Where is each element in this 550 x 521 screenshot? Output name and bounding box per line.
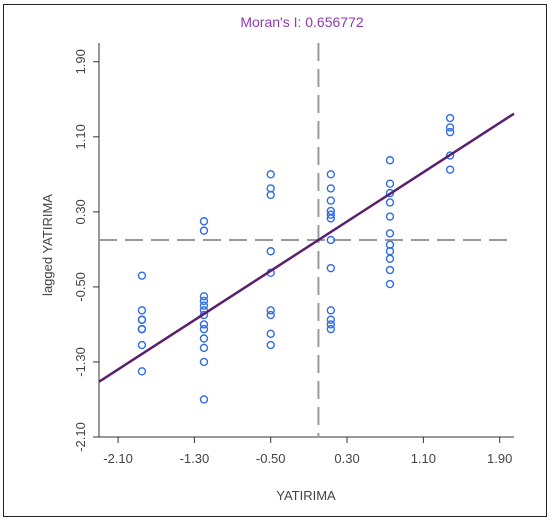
y-tick-label: 1.10: [73, 124, 88, 149]
x-axis-label: YATIRIMA: [276, 488, 336, 503]
data-point: [137, 367, 147, 376]
regression-line-group: [98, 112, 515, 383]
data-point: [137, 271, 147, 280]
data-point: [326, 306, 336, 315]
data-point: [326, 315, 336, 324]
data-point: [266, 329, 275, 339]
data-point: [199, 217, 209, 226]
data-point: [199, 395, 209, 404]
x-tick-label: -0.50: [256, 451, 286, 466]
regression-line: [98, 112, 515, 383]
data-point: [199, 334, 209, 343]
y-tick-label: -2.10: [73, 422, 88, 452]
chart-frame: Moran's I: 0.656772 -2.10 -1.30 -0.50 0.30 1…: [3, 4, 547, 517]
data-point: [326, 324, 336, 334]
data-point: [445, 113, 455, 123]
y-tick-label: 0.30: [73, 199, 88, 224]
y-tick-label: -0.50: [73, 272, 88, 302]
data-points: [137, 113, 455, 404]
x-tick-label: 0.30: [334, 451, 359, 466]
y-axis-label: lagged YATIRIMA: [40, 194, 55, 296]
data-point: [385, 188, 395, 198]
data-point: [326, 320, 336, 329]
data-point: [445, 127, 455, 137]
data-point: [385, 156, 395, 165]
data-point: [326, 196, 336, 205]
data-point: [266, 306, 275, 315]
x-tick-label: -2.10: [103, 451, 133, 466]
data-point: [199, 301, 209, 310]
data-point: [199, 320, 209, 329]
chart-title: Moran's I: 0.656772: [240, 14, 364, 30]
x-tick-label: 1.90: [487, 451, 512, 466]
data-point: [385, 265, 395, 275]
data-point: [445, 151, 455, 160]
data-point: [266, 170, 275, 179]
data-point: [385, 229, 395, 238]
data-point: [445, 123, 455, 132]
data-point: [199, 292, 209, 301]
data-point: [326, 263, 336, 273]
data-point: [326, 235, 336, 245]
data-point: [266, 247, 275, 256]
data-point: [137, 315, 147, 324]
data-point: [445, 165, 455, 174]
data-point: [199, 357, 209, 367]
scatter-plot: Moran's I: 0.656772 -2.10 -1.30 -0.50 0.30 1…: [40, 14, 515, 503]
data-point: [199, 226, 209, 235]
data-point: [137, 324, 147, 334]
data-point: [137, 340, 147, 350]
data-point: [385, 212, 395, 221]
data-point: [266, 190, 275, 200]
data-point: [137, 306, 147, 315]
x-tick-label: 1.10: [411, 451, 436, 466]
data-point: [326, 210, 336, 219]
x-tick-label: -1.30: [180, 451, 210, 466]
data-point: [266, 340, 275, 350]
data-point: [385, 198, 395, 207]
axes: -2.10 -1.30 -0.50 0.30 1.10 1.90 -2.10 -1.30 -0.…: [73, 43, 514, 466]
y-tick-label: 1.90: [73, 49, 88, 74]
data-point: [385, 279, 395, 289]
data-point: [199, 324, 209, 334]
reference-lines: [99, 43, 514, 437]
data-point: [385, 254, 395, 263]
data-point: [326, 214, 336, 223]
data-point: [326, 170, 336, 179]
data-point: [385, 179, 395, 188]
data-point: [199, 343, 209, 353]
data-point: [266, 310, 275, 320]
data-point: [326, 184, 336, 193]
y-tick-label: -1.30: [73, 347, 88, 377]
data-point: [199, 296, 209, 306]
